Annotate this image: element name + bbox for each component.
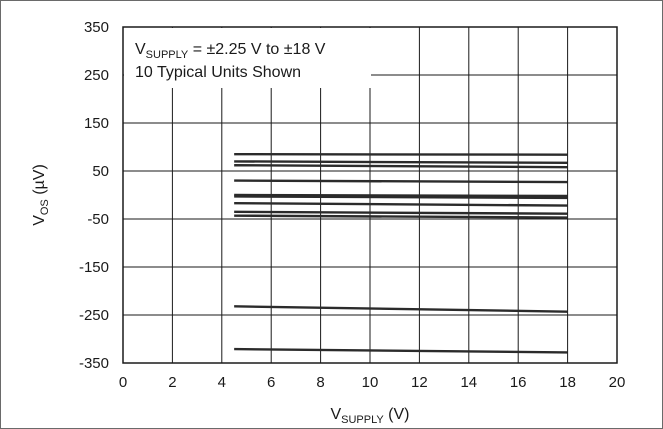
y-tick-label: 250	[84, 67, 109, 84]
y-tick-label: -50	[87, 211, 109, 228]
x-tick-label: 18	[559, 374, 576, 391]
y-axis-label-unit: (µV)	[31, 164, 48, 199]
x-tick-label: 14	[460, 374, 477, 391]
x-tick-label: 20	[609, 374, 626, 391]
plot-area	[122, 26, 618, 364]
x-axis-label: VSUPPLY (V)	[330, 406, 409, 426]
x-tick-label: 0	[119, 374, 127, 391]
annotation-v: V	[135, 41, 146, 58]
series-line	[234, 160, 568, 165]
y-tick-label: -150	[79, 259, 109, 276]
series-line	[234, 214, 568, 219]
x-axis-label-unit: (V)	[384, 406, 410, 423]
y-tick-labels: 350 250 150 50 -50 -150 -250 -350	[79, 19, 109, 372]
x-axis-label-main: V	[330, 406, 341, 423]
x-tick-label: 12	[411, 374, 428, 391]
series-line	[234, 347, 568, 354]
annotation-sub: SUPPLY	[146, 49, 189, 61]
x-tick-label: 10	[362, 374, 379, 391]
annotation-line-1: VSUPPLY = ±2.25 V to ±18 V	[135, 41, 326, 61]
y-tick-label: 50	[92, 163, 109, 180]
y-axis-label-main: V	[31, 215, 48, 226]
annotation-line-2: 10 Typical Units Shown	[135, 64, 301, 81]
x-tick-label: 6	[267, 374, 275, 391]
series-line	[234, 305, 568, 313]
data-series	[234, 152, 568, 354]
series-line	[234, 201, 568, 207]
x-tick-label: 8	[316, 374, 324, 391]
legend-annotation: VSUPPLY = ±2.25 V to ±18 V 10 Typical Un…	[124, 28, 371, 88]
series-line	[234, 179, 568, 184]
y-axis-label-sub: OS	[39, 199, 51, 215]
y-tick-label: -250	[79, 307, 109, 324]
x-axis-label-sub: SUPPLY	[341, 414, 384, 426]
y-tick-label: 150	[84, 115, 109, 132]
x-tick-labels: 0 2 4 6 8 10 12 14 16 18 20	[119, 374, 626, 391]
series-line	[234, 193, 568, 198]
series-line	[234, 195, 568, 200]
series-line	[234, 210, 568, 215]
y-tick-label: -350	[79, 355, 109, 372]
x-tick-label: 2	[168, 374, 176, 391]
x-tick-label: 16	[510, 374, 527, 391]
y-axis-label: VOS (µV)	[31, 164, 51, 226]
x-tick-label: 4	[218, 374, 226, 391]
annotation-range: = ±2.25 V to ±18 V	[188, 41, 326, 58]
series-line	[234, 164, 568, 169]
y-tick-label: 350	[84, 19, 109, 36]
